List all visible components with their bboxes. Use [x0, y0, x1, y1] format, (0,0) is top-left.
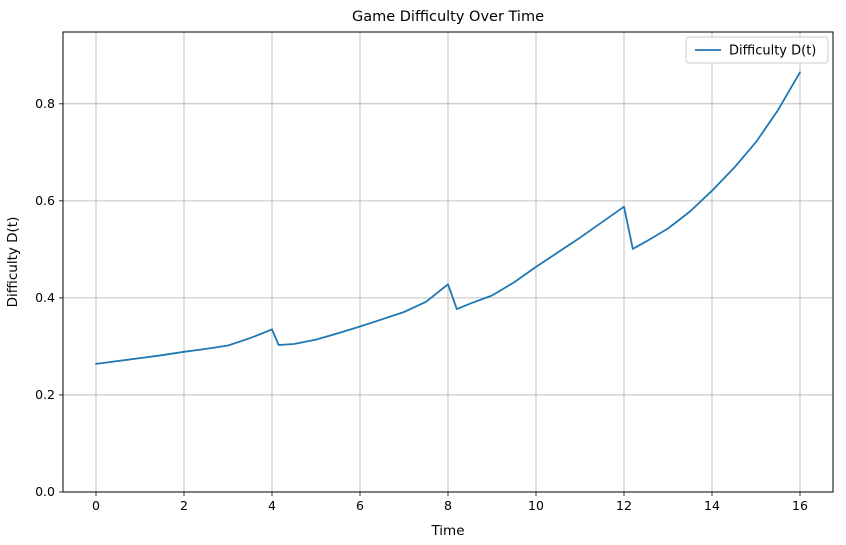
x-axis-ticks: 0 2 4 6 8 10 12 14 16	[92, 492, 808, 513]
x-tick-label: 8	[444, 498, 452, 513]
legend-entry-label: Difficulty D(t)	[729, 44, 816, 59]
x-tick-label: 4	[268, 498, 276, 513]
x-tick-label: 6	[356, 498, 364, 513]
y-tick-label: 0.4	[35, 290, 55, 305]
x-tick-label: 2	[180, 498, 188, 513]
y-tick-label: 0.2	[35, 387, 55, 402]
x-axis-label: Time	[430, 523, 464, 539]
x-tick-label: 12	[616, 498, 632, 513]
y-tick-label: 0.8	[35, 96, 55, 111]
legend-box	[685, 36, 829, 64]
x-tick-label: 0	[92, 498, 100, 513]
legend: Difficulty D(t)	[685, 36, 829, 64]
y-axis-label: Difficulty D(t)	[5, 217, 21, 308]
x-tick-label: 16	[792, 498, 808, 513]
x-tick-label: 10	[528, 498, 544, 513]
y-axis-ticks: 0.0 0.2 0.4 0.6 0.8	[35, 96, 63, 499]
difficulty-line	[95, 71, 801, 365]
gridlines	[63, 32, 833, 493]
chart-title: Game Difficulty Over Time	[352, 9, 544, 25]
x-tick-label: 14	[704, 498, 720, 513]
y-tick-label: 0.0	[35, 484, 55, 499]
y-tick-label: 0.6	[35, 193, 55, 208]
